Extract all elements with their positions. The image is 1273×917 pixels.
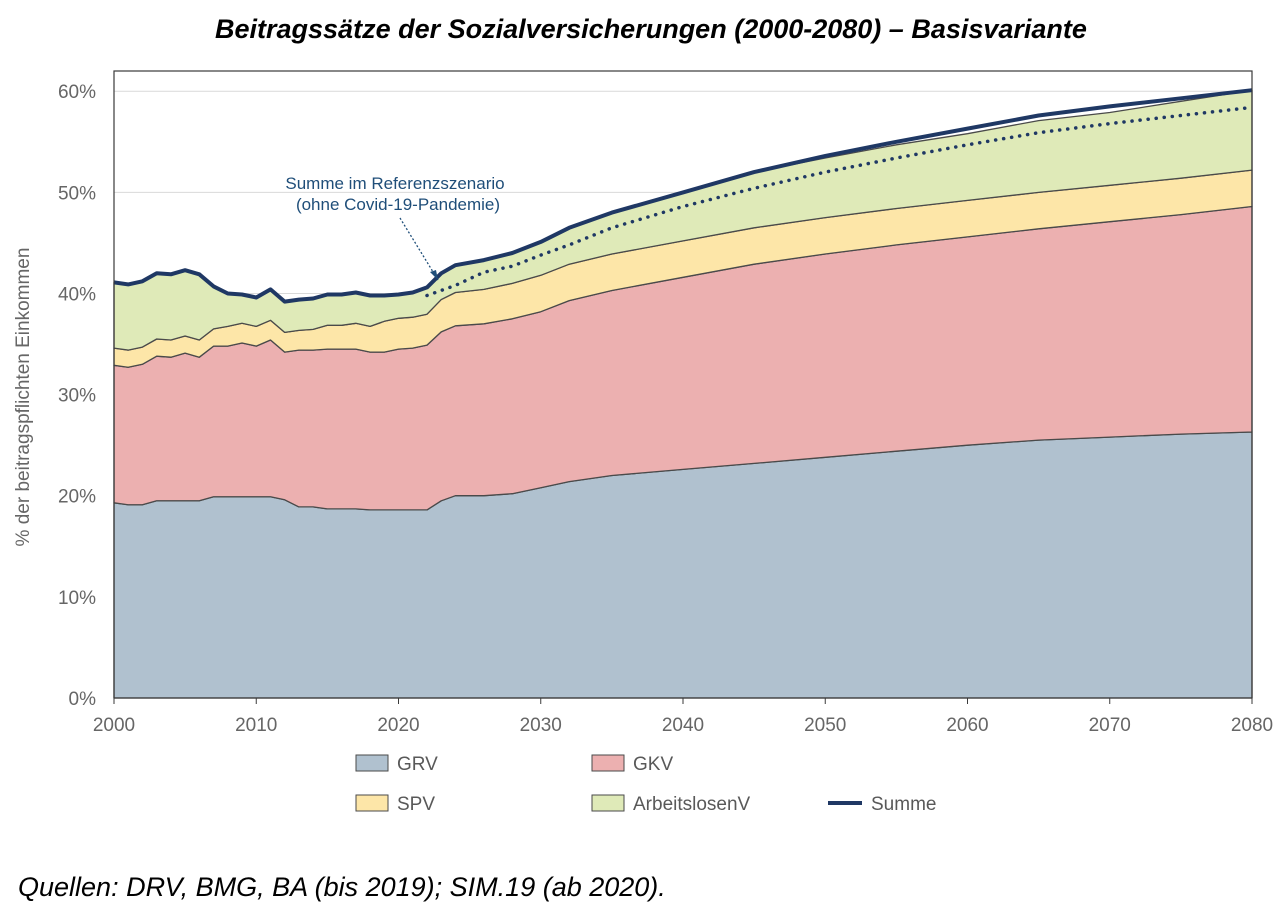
x-axis-ticks: 2000 2010 2020 2030 2040 2050 2060 2070 2080 [93,698,1273,736]
legend-label-gkv: GKV [633,754,673,775]
y-tick-label: 60% [58,82,96,103]
stacked-areas [113,89,1253,699]
source-note: Quellen: DRV, BMG, BA (bis 2019); SIM.19… [18,872,666,902]
legend-label-arbeitslosenv: ArbeitslosenV [633,794,751,815]
x-tick-label: 2060 [946,715,988,736]
y-axis-label: % der beitragspflichten Einkommen [13,248,34,547]
x-tick-label: 2000 [93,715,135,736]
annotation-arrow [399,217,439,281]
y-tick-label: 30% [58,386,96,407]
legend-label-summe: Summe [871,794,936,815]
legend-swatch-grv [355,754,389,772]
y-tick-label: 50% [58,183,96,204]
y-axis-ticks: 0% 10% 20% 30% 40% 50% 60% [58,82,96,710]
y-tick-label: 20% [58,487,96,508]
x-tick-label: 2010 [235,715,277,736]
y-tick-label: 10% [58,588,96,609]
x-tick-label: 2040 [662,715,704,736]
x-tick-label: 2030 [520,715,562,736]
reference-scenario-line [425,105,1254,298]
x-tick-label: 2080 [1231,715,1273,736]
x-tick-label: 2020 [377,715,419,736]
legend-label-grv: GRV [397,754,438,775]
legend-swatch-gkv [591,754,625,772]
annotation: Summe im Referenzszenario (ohne Covid-19… [285,174,505,281]
sum-lines [113,88,1254,304]
chart-title: Beitragssätze der Sozialversicherungen (… [215,14,1087,44]
legend-label-spv: SPV [397,794,435,815]
annotation-line-1: Summe im Referenzszenario [285,174,504,193]
sum-line [113,88,1253,304]
legend: GRV GKV SPV ArbeitslosenV Summe [355,754,936,815]
annotation-line-2: (ohne Covid-19-Pandemie) [296,195,500,214]
x-tick-label: 2070 [1089,715,1131,736]
x-tick-label: 2050 [804,715,846,736]
annotation-arrowhead [430,270,438,280]
legend-swatch-spv [355,794,389,812]
y-tick-label: 40% [58,284,96,305]
legend-swatch-arbeitslosenv [591,794,625,812]
y-tick-label: 0% [69,689,97,710]
